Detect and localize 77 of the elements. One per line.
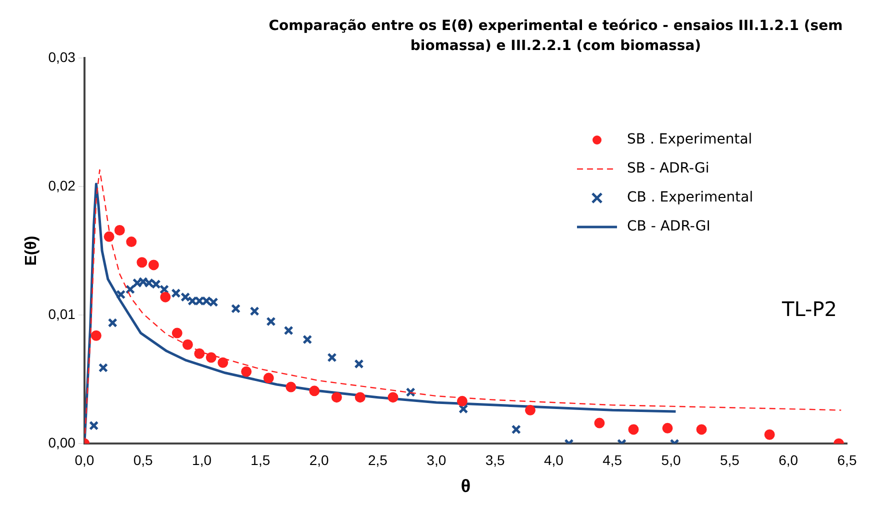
point <box>263 372 274 384</box>
legend-label: SB . Experimental <box>627 132 752 148</box>
x-axis-title: θ <box>460 476 471 496</box>
point <box>206 352 216 363</box>
y-axis-title: E(θ) <box>23 236 40 266</box>
x-tick-label: 1,0 <box>192 452 212 468</box>
point <box>104 231 114 242</box>
x-tick-label: 5,5 <box>720 452 740 468</box>
point <box>331 392 342 403</box>
y-tick-label: 0,01 <box>48 306 76 322</box>
y-tick-label: 0,03 <box>48 48 76 65</box>
point <box>327 352 337 362</box>
point <box>114 224 125 236</box>
point <box>126 236 137 248</box>
legend-label: CB . Experimental <box>627 190 754 206</box>
point <box>202 296 212 306</box>
x-tick-label: 4,5 <box>602 452 622 468</box>
point <box>151 279 161 290</box>
point <box>284 326 294 336</box>
point <box>241 366 252 377</box>
point <box>250 306 260 316</box>
point <box>764 429 775 440</box>
point <box>132 278 142 288</box>
point <box>182 339 193 350</box>
point <box>188 296 198 306</box>
point <box>89 420 99 430</box>
point <box>511 424 521 434</box>
point <box>302 334 312 344</box>
x-tick-label: 5,0 <box>661 452 681 468</box>
point <box>662 422 673 434</box>
y-tick-label: 0,00 <box>48 434 76 450</box>
x-tick-label: 3,5 <box>485 452 505 468</box>
point <box>286 382 296 392</box>
point <box>266 316 276 326</box>
x-tick-label: 6,5 <box>837 452 857 468</box>
x-tick-label: 0,0 <box>74 452 94 468</box>
point <box>148 260 159 270</box>
chart-title: Comparação entre os E(θ) experimental e teórico - ensaios III.1.2.1 (sem biomassa) e III.2.2.1 (com biomassa) <box>268 18 843 54</box>
annotation: TL-P2 <box>780 297 837 321</box>
legend-label: CB - ADR-GI <box>627 218 710 235</box>
point <box>171 288 181 298</box>
x-tick-label: 6,0 <box>778 452 798 468</box>
point <box>116 290 126 300</box>
x-tick-label: 1,5 <box>250 452 270 468</box>
point <box>194 348 205 359</box>
point <box>354 359 364 369</box>
x-tick-label: 2,5 <box>368 452 388 468</box>
point <box>309 386 320 396</box>
legend-label: SB - ADR-Gi <box>627 160 710 177</box>
point <box>90 330 102 341</box>
point <box>208 297 218 307</box>
point <box>458 404 468 414</box>
x-tick-label: 0,5 <box>133 452 154 468</box>
point <box>138 276 148 286</box>
point <box>136 257 148 268</box>
point <box>159 284 170 294</box>
point <box>144 278 154 288</box>
point <box>524 404 536 416</box>
point <box>231 304 241 314</box>
point <box>172 328 182 338</box>
x-tick-label: 4,0 <box>544 452 564 468</box>
y-tick-label: 0,02 <box>48 177 76 194</box>
point <box>594 418 605 428</box>
point <box>98 362 108 373</box>
point <box>218 357 228 368</box>
point <box>696 424 707 435</box>
x-tick-label: 2,0 <box>309 452 330 468</box>
point <box>180 292 190 302</box>
point <box>108 318 118 328</box>
point <box>456 396 468 406</box>
point <box>354 392 366 403</box>
point <box>194 296 204 306</box>
point <box>388 392 398 403</box>
point <box>160 292 171 302</box>
x-tick-label: 3,0 <box>426 452 446 468</box>
point <box>628 424 639 435</box>
point <box>125 284 135 294</box>
